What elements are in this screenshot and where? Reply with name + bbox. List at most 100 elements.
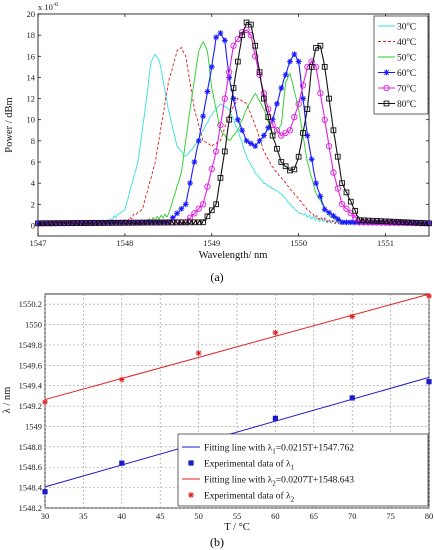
series-point-80 (391, 218, 398, 225)
series-point-70 (247, 31, 255, 39)
x-tick-label: 1550 (290, 238, 307, 248)
y-tick-label: 1549.4 (19, 381, 43, 391)
y-tick-label: 1548.4 (19, 483, 43, 493)
series-point-80 (274, 145, 280, 152)
y-tick-label: 1549.8 (19, 340, 42, 350)
series-point-70 (221, 95, 228, 102)
data-point-lambda2 (349, 313, 356, 320)
y-tick-label: 20 (27, 9, 36, 19)
series-point-70 (212, 148, 220, 155)
series-point-80 (374, 218, 380, 224)
chart-a: 1547 1548 1549 1550 1551 0 2 4 6 8 10 12 14 16 18 20 x … (4, 1, 433, 284)
legend-marker-70 (383, 84, 390, 92)
series-point-80 (208, 207, 215, 214)
y-tick-label: 4 (31, 178, 36, 188)
series-point-80 (317, 42, 324, 49)
chart-a-legend-box (373, 15, 429, 115)
series-point-80 (239, 32, 246, 38)
series-point-80 (304, 106, 311, 112)
series-point-70 (191, 210, 198, 217)
data-point-lambda2 (42, 399, 48, 405)
series-point-60 (278, 85, 285, 91)
chart-b-xlabel: T / °C (224, 522, 250, 533)
series-point-80 (221, 148, 228, 155)
x-tick-label: 55 (233, 511, 242, 521)
legend-label-50: 50oC (397, 52, 416, 64)
y-tick-label: 1548.2 (19, 503, 42, 513)
series-point-80 (74, 220, 80, 226)
series-point-80 (321, 64, 328, 70)
series-point-70 (195, 205, 202, 212)
series-point-60 (195, 137, 202, 144)
series-point-80 (156, 219, 163, 226)
series-point-60 (252, 143, 259, 150)
series-point-80 (248, 21, 254, 28)
series-point-80 (326, 95, 332, 102)
series-point-80 (352, 208, 358, 214)
series-point-70 (343, 205, 350, 212)
legend-label-60: 60oC (397, 67, 416, 79)
series-point-80 (400, 219, 406, 225)
series-point-70 (321, 116, 328, 123)
legend-label-30: 30oC (397, 21, 416, 33)
chart-a-y-multiplier: x 10-6 (38, 1, 59, 12)
series-point-70 (234, 35, 241, 42)
series-point-80 (295, 153, 302, 160)
x-tick-label: 80 (425, 511, 434, 521)
series-point-80 (356, 217, 363, 223)
data-point-lambda2 (426, 293, 432, 299)
series-point-80 (278, 159, 285, 165)
series-point-80 (369, 217, 376, 224)
series-point-60 (234, 116, 241, 123)
series-line-80 (37, 21, 430, 226)
chart-b-legend: Fitting line with λ1=0.0215T+1547.762 Exp… (177, 433, 429, 507)
legend-marker-80 (383, 100, 390, 107)
legend-marker-data-2 (188, 492, 194, 498)
series-point-80 (135, 219, 141, 226)
series-point-60 (200, 113, 206, 120)
series-point-80 (126, 219, 133, 226)
data-point-lambda2 (272, 329, 279, 336)
chart-b-legend-items: Fitting line with λ1=0.0215T+1547.762 Exp… (182, 444, 354, 504)
series-point-80 (182, 219, 189, 226)
legend-label-3: Experimental data of λ2 (204, 491, 295, 504)
y-tick-label: 12 (27, 94, 36, 104)
chart-a-ylabel: Power / dBm (4, 97, 15, 152)
series-point-80 (91, 220, 98, 226)
series-point-70 (299, 82, 307, 89)
series-point-80 (347, 198, 354, 205)
series-point-80 (87, 220, 93, 226)
series-point-70 (217, 121, 224, 129)
y-tick-label: 16 (27, 51, 36, 61)
y-tick-label: 1549.2 (19, 401, 42, 411)
series-point-60 (178, 205, 185, 212)
fit-line-2 (44, 293, 430, 401)
x-tick-label: 75 (386, 511, 395, 521)
series-point-80 (200, 219, 206, 226)
series-point-60 (261, 132, 267, 139)
series-point-80 (139, 219, 146, 226)
series-point-60 (204, 88, 211, 95)
series-point-60 (274, 100, 280, 107)
series-point-60 (282, 71, 289, 78)
chart-b: 30 35 40 45 50 55 60 65 70 75 80 1548.2 1548.4 1548.6… (2, 293, 433, 549)
series-point-80 (56, 220, 63, 227)
chart-a-plot-frame (37, 13, 430, 237)
x-tick-label: 50 (194, 511, 203, 521)
data-point-lambda1 (42, 489, 48, 495)
series-point-80 (39, 220, 46, 227)
series-point-60 (187, 180, 193, 187)
legend-label-80: 80oC (397, 98, 416, 110)
series-point-80 (226, 116, 233, 123)
series-point-70 (208, 165, 215, 173)
series-point-80 (169, 219, 176, 226)
series-point-80 (230, 85, 237, 91)
series-point-80 (143, 219, 150, 226)
series-point-70 (199, 201, 207, 208)
series-point-80 (195, 219, 202, 226)
series-point-80 (300, 130, 306, 136)
series-point-70 (230, 42, 237, 49)
y-tick-label: 1549 (25, 421, 42, 431)
chart-b-legend-box (177, 433, 429, 507)
series-point-80 (109, 219, 115, 226)
